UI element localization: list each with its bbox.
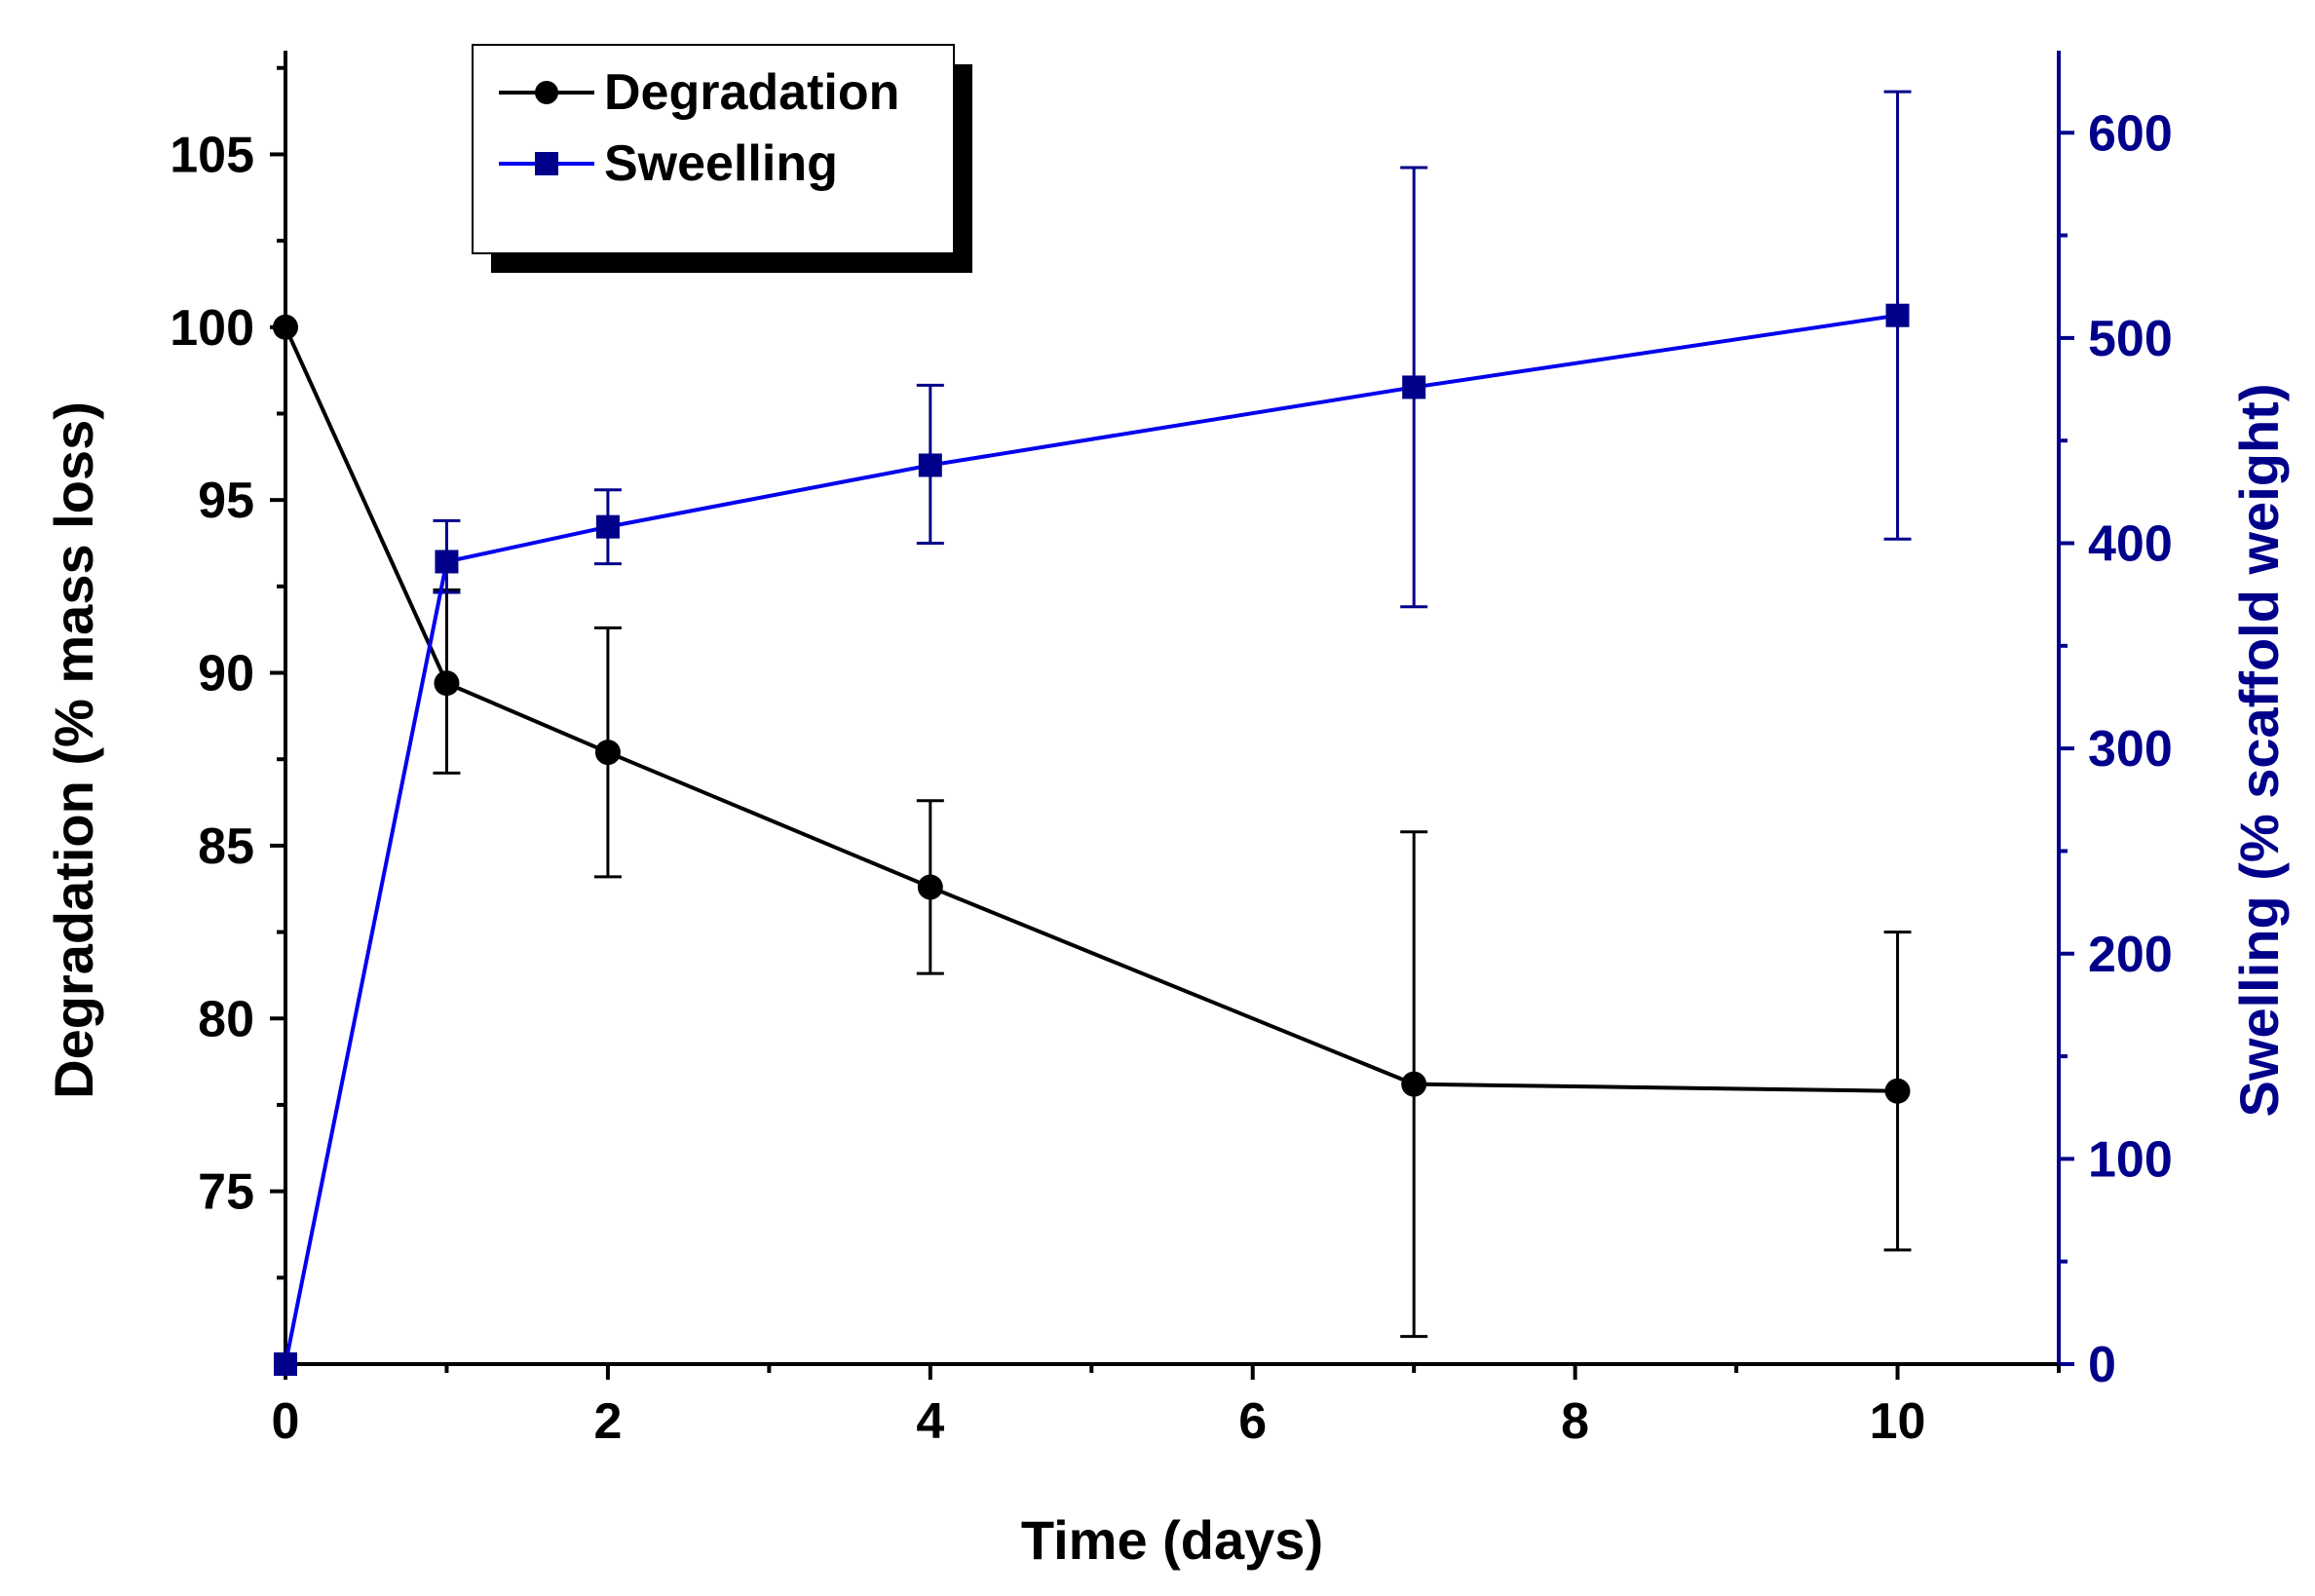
x-tick-label: 10 (1870, 1393, 1926, 1450)
y-right-tick-label: 400 (2088, 516, 2173, 573)
x-tick-label: 8 (1561, 1393, 1589, 1450)
y-left-tick-label: 85 (198, 818, 254, 875)
data-point-swelling (918, 453, 942, 477)
data-point-degradation (594, 740, 621, 766)
y-right-tick-label: 0 (2088, 1337, 2116, 1393)
legend-item-swelling: Sweelling (499, 135, 838, 192)
y-right-tick-label: 100 (2088, 1131, 2173, 1188)
legend-marker-degradation (535, 81, 558, 104)
legend: Degradation Sweelling (472, 44, 972, 273)
data-point-degradation (273, 314, 298, 340)
y-left-tick-label: 90 (198, 646, 254, 703)
legend-box (472, 44, 955, 254)
y-right-tick-label: 500 (2088, 311, 2173, 367)
legend-item-degradation: Degradation (499, 64, 899, 121)
y-left-tick-label: 95 (198, 473, 254, 529)
y-right-tick-label: 600 (2088, 105, 2173, 162)
y-left-tick-label: 75 (198, 1164, 254, 1221)
x-tick-label: 0 (272, 1393, 300, 1450)
y-left-axis-title: Degradation (% mass loss) (43, 401, 104, 1099)
y-right-tick-label: 300 (2088, 721, 2173, 778)
data-point-degradation (917, 874, 943, 900)
data-point-swelling (435, 550, 459, 574)
y-right-tick-label: 200 (2088, 927, 2173, 983)
data-point-swelling (1402, 375, 1426, 399)
series-line-swelling (284, 313, 1898, 1365)
data-point-swelling (274, 1352, 297, 1376)
legend-label-swelling: Sweelling (604, 135, 838, 192)
series-line-degradation (284, 325, 1898, 1093)
axes: 0 2 4 6 8 10 75 80 85 90 95 100 105 0 100 200 300 400 500 6… (170, 51, 2173, 1450)
series-degradation (273, 314, 1912, 1339)
x-tick-label: 6 (1238, 1393, 1267, 1450)
x-tick-label: 2 (593, 1393, 622, 1450)
series-layer (273, 90, 1912, 1376)
x-axis-title: Time (days) (1021, 1509, 1323, 1571)
data-point-degradation (434, 670, 460, 697)
series-swelling (274, 90, 1912, 1376)
y-left-tick-label: 100 (170, 300, 254, 357)
y-left-tick-label: 105 (170, 127, 254, 183)
data-point-swelling (595, 514, 620, 539)
y-right-axis-title: Swelling (% scaffold weight) (2228, 384, 2290, 1118)
legend-label-degradation: Degradation (604, 64, 899, 121)
x-tick-label: 4 (916, 1393, 944, 1450)
data-point-degradation (1884, 1078, 1911, 1104)
y-left-tick-label: 80 (198, 991, 254, 1047)
legend-marker-swelling (535, 152, 558, 175)
data-point-swelling (1885, 303, 1910, 327)
data-point-degradation (1401, 1071, 1427, 1097)
